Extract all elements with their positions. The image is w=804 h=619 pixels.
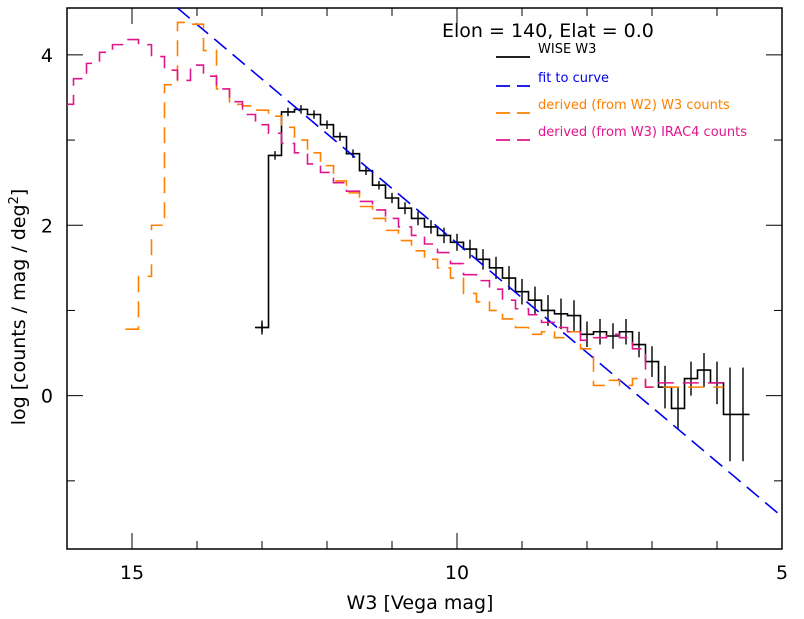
y-axis-label-superscript: 2 bbox=[7, 196, 22, 204]
y-axis-label-main: log [counts / mag / deg bbox=[8, 204, 30, 425]
x-tick-label: 10 bbox=[445, 562, 469, 584]
legend: WISE W3 fit to curve derived (from W2) W3 … bbox=[496, 42, 747, 141]
series-line-fit-to-curve bbox=[176, 7, 783, 518]
legend-label: WISE W3 bbox=[538, 42, 596, 57]
x-axis-label: W3 [Vega mag] bbox=[347, 592, 494, 614]
y-tick-label: 2 bbox=[41, 215, 53, 237]
y-tick-label: 4 bbox=[41, 45, 53, 67]
legend-label: fit to curve bbox=[538, 71, 609, 86]
series-group bbox=[67, 7, 783, 518]
y-axis-label: log [counts / mag / deg2] bbox=[7, 189, 30, 426]
x-tick-label: 5 bbox=[776, 562, 788, 584]
chart-title: Elon = 140, Elat = 0.0 bbox=[442, 20, 654, 42]
y-tick-label: 0 bbox=[41, 386, 53, 408]
series-line-derived-from-w3-irac4-counts bbox=[67, 38, 724, 388]
legend-label: derived (from W2) W3 counts bbox=[538, 98, 730, 113]
x-tick-label: 15 bbox=[120, 562, 144, 584]
axes-group: 15 10 5 0 2 4 bbox=[41, 8, 788, 584]
series-line-derived-from-w2-w3-counts bbox=[125, 21, 724, 388]
plot-frame bbox=[66, 7, 783, 550]
y-axis-label-close: ] bbox=[8, 189, 30, 196]
legend-label: derived (from W3) IRAC4 counts bbox=[538, 125, 747, 140]
series-line-wise-w3 bbox=[255, 108, 750, 416]
